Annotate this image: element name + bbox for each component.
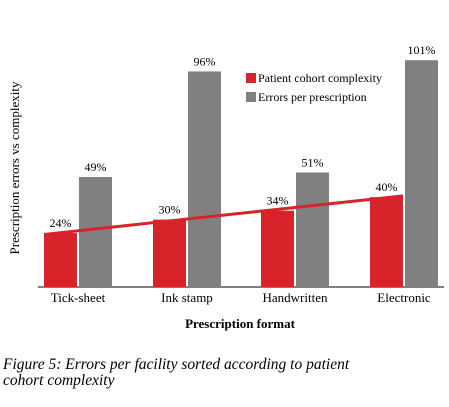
caption-line-1: Figure 5: Errors per facility sorted acc… <box>3 356 350 373</box>
complexity-data-label-1: 24% <box>50 216 72 230</box>
errors-data-label-4: 101% <box>408 43 436 57</box>
legend-label-1: Patient cohort complexity <box>258 71 382 85</box>
errors-bar-1 <box>79 176 112 287</box>
complexity-bar-4 <box>370 197 403 287</box>
errors-data-label-1: 49% <box>85 160 107 174</box>
errors-bar-4 <box>405 60 438 287</box>
legend: Patient cohort complexity Errors per pres… <box>246 71 382 104</box>
legend-swatch-2 <box>246 92 256 102</box>
complexity-bar-2 <box>153 219 186 287</box>
errors-data-label-2: 96% <box>194 54 216 68</box>
complexity-bar-3 <box>261 210 294 287</box>
y-axis-label: Prescription errors vs complexity <box>7 81 22 254</box>
complexity-data-label-2: 30% <box>159 203 181 217</box>
caption-line-2: cohort complexity <box>3 372 115 389</box>
errors-bar-2 <box>188 71 221 287</box>
legend-label-2: Errors per prescription <box>258 90 367 104</box>
trend-line <box>43 194 404 236</box>
errors-bar-3 <box>296 172 329 287</box>
x-tick-label-1: Tick-sheet <box>51 290 106 305</box>
complexity-data-label-4: 40% <box>376 180 398 194</box>
x-tick-label-3: Handwritten <box>263 290 328 305</box>
bar-chart: Prescription errors vs complexity 24% 49%… <box>7 43 444 331</box>
x-axis-label: Prescription format <box>185 316 296 331</box>
x-tick-label-4: Electronic <box>377 290 431 305</box>
complexity-data-label-3: 34% <box>267 194 289 208</box>
x-tick-label-2: Ink stamp <box>161 290 213 305</box>
figure-caption: Figure 5: Errors per facility sorted acc… <box>3 357 443 389</box>
legend-swatch-1 <box>246 73 256 83</box>
errors-data-label-3: 51% <box>302 155 324 169</box>
complexity-bar-1 <box>44 233 77 287</box>
